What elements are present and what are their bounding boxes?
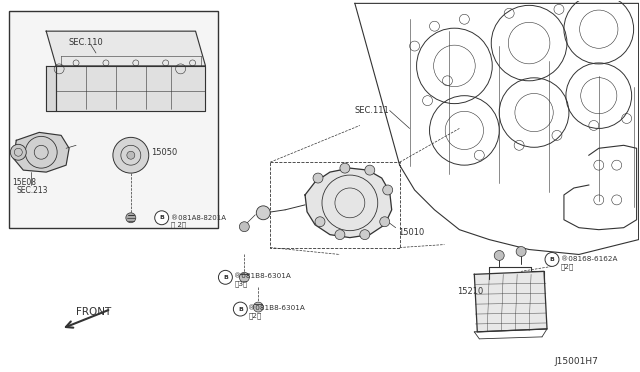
Text: B: B: [159, 215, 164, 220]
Polygon shape: [46, 31, 205, 66]
Circle shape: [365, 165, 375, 175]
Text: J15001H7: J15001H7: [554, 357, 598, 366]
Circle shape: [360, 230, 370, 240]
Circle shape: [10, 144, 26, 160]
Polygon shape: [46, 66, 56, 110]
Text: B: B: [238, 307, 243, 312]
Text: B: B: [223, 275, 228, 280]
Text: SEC.213: SEC.213: [17, 186, 48, 195]
Circle shape: [239, 272, 250, 282]
Polygon shape: [305, 168, 392, 238]
Text: （3）: （3）: [234, 280, 248, 287]
Circle shape: [113, 137, 148, 173]
Circle shape: [313, 173, 323, 183]
Circle shape: [383, 185, 393, 195]
Text: 15210: 15210: [458, 287, 484, 296]
Circle shape: [545, 253, 559, 266]
Polygon shape: [474, 271, 547, 332]
Text: SEC.111: SEC.111: [355, 106, 390, 115]
Circle shape: [234, 302, 247, 316]
Text: ®081A8-8201A: ®081A8-8201A: [171, 215, 226, 221]
Circle shape: [253, 302, 263, 312]
Text: （2）: （2）: [248, 312, 262, 319]
Text: ®081B8-6301A: ®081B8-6301A: [234, 273, 291, 279]
Bar: [10, 11, 218, 228]
Circle shape: [315, 217, 325, 227]
Circle shape: [127, 151, 135, 159]
Text: ®081B8-6301A: ®081B8-6301A: [248, 305, 305, 311]
Circle shape: [239, 222, 250, 232]
Circle shape: [155, 211, 169, 225]
Polygon shape: [56, 66, 205, 110]
Text: （2）: （2）: [561, 263, 574, 270]
Polygon shape: [13, 132, 69, 172]
Circle shape: [516, 247, 526, 256]
Text: （ 2）: （ 2）: [171, 222, 186, 228]
Text: ®08168-6162A: ®08168-6162A: [561, 256, 618, 263]
Text: B: B: [550, 257, 554, 262]
Text: 15E08: 15E08: [12, 178, 36, 187]
Text: 15010: 15010: [397, 228, 424, 237]
Circle shape: [380, 217, 390, 227]
Circle shape: [218, 270, 232, 284]
Text: FRONT: FRONT: [76, 307, 111, 317]
Text: SEC.110: SEC.110: [68, 38, 103, 47]
Circle shape: [340, 163, 350, 173]
Circle shape: [335, 230, 345, 240]
Circle shape: [256, 206, 270, 220]
Circle shape: [126, 213, 136, 223]
Text: 15050: 15050: [151, 148, 177, 157]
Circle shape: [494, 250, 504, 260]
